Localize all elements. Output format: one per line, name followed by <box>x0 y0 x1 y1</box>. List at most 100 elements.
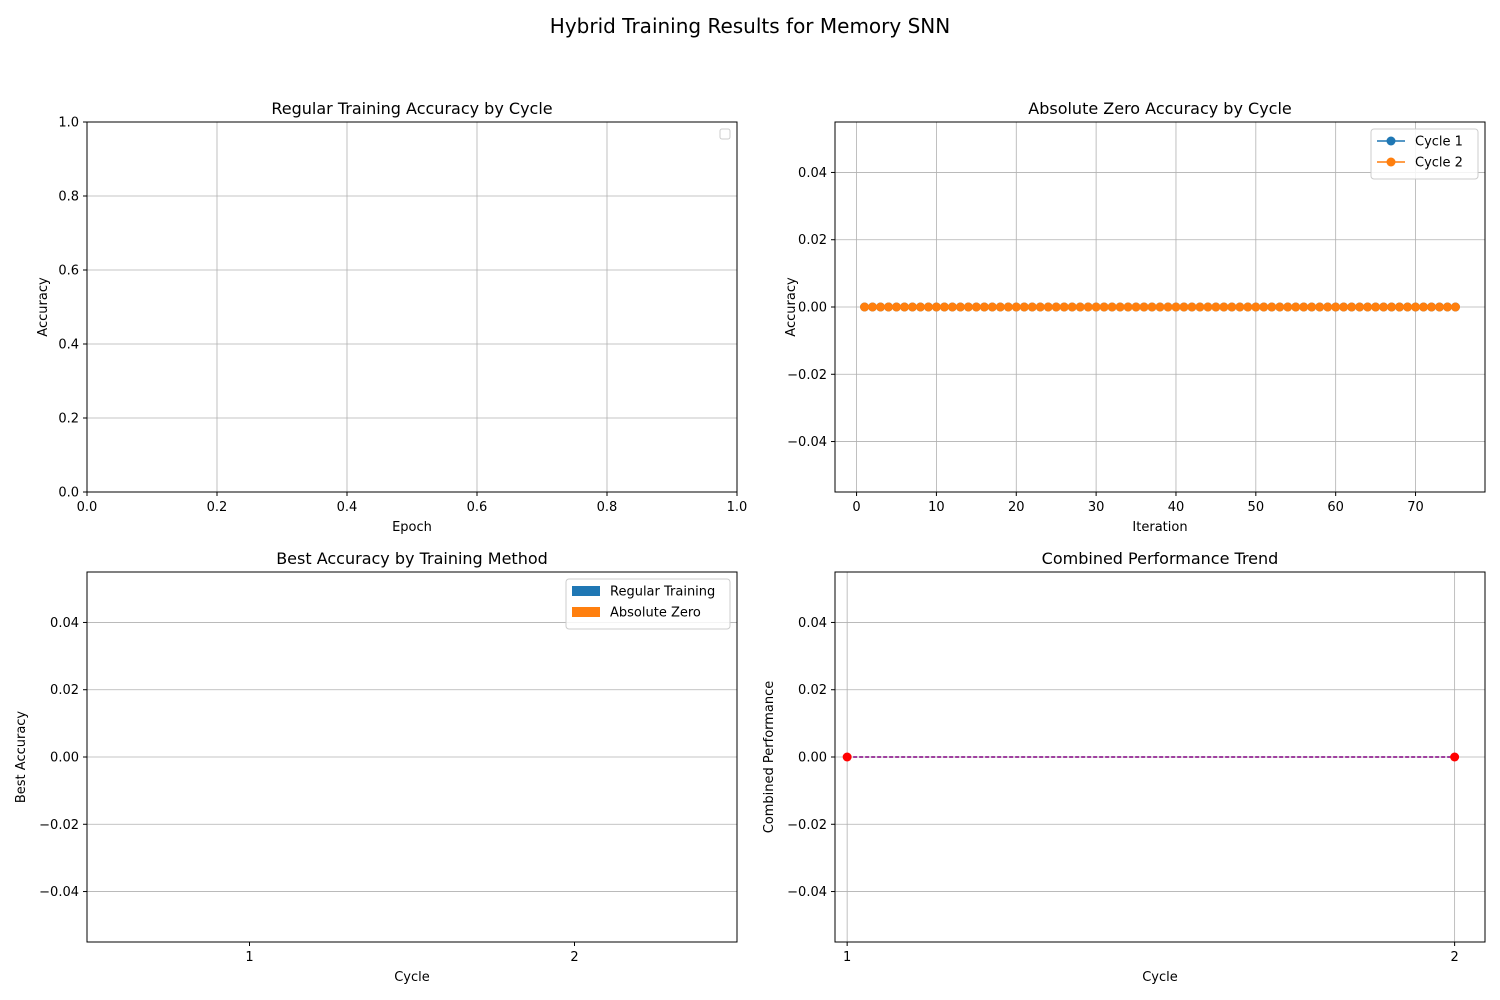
ax2-legend-swatch-marker <box>1386 157 1396 167</box>
ax1-y-tick-label: 0.8 <box>58 190 79 205</box>
ax3-legend-swatch <box>572 607 600 617</box>
ax1-legend-box <box>719 128 731 140</box>
ax2-series-point <box>971 302 981 312</box>
ax2-legend-label: Cycle 2 <box>1415 156 1463 171</box>
ax3-title: Best Accuracy by Training Method <box>276 549 548 568</box>
ax4-x-tick-label: 1 <box>843 950 851 965</box>
ax4-series-point <box>842 752 852 762</box>
ax2-series-point <box>1011 302 1021 312</box>
ax1-title: Regular Training Accuracy by Cycle <box>271 99 552 118</box>
ax2-x-tick-label: 50 <box>1248 500 1265 515</box>
ax1-x-tick-label: 1.0 <box>727 500 748 515</box>
ax2-y-tick-label: 0.02 <box>798 233 827 248</box>
ax2-legend-label: Cycle 1 <box>1415 135 1463 150</box>
ax1-y-axis-label: Accuracy <box>36 277 51 337</box>
ax1-y-tick-label: 0.0 <box>58 486 79 501</box>
ax3-y-tick-label: −0.04 <box>39 885 79 900</box>
ax1-axes-frame <box>86 121 738 493</box>
ax2-series-point <box>1035 302 1045 312</box>
ax2-x-tick-label: 60 <box>1327 500 1344 515</box>
ax2-series-point <box>1131 302 1141 312</box>
ax2-series-point <box>1099 302 1109 312</box>
ax3-x-tick-label: 1 <box>245 950 253 965</box>
ax2-y-tick-label: 0.00 <box>798 301 827 316</box>
ax2-series-point <box>1355 302 1365 312</box>
ax2-series-point <box>868 302 878 312</box>
ax2-series-point <box>995 302 1005 312</box>
ax2-series-point <box>1243 302 1253 312</box>
ax2-series-point <box>1291 302 1301 312</box>
ax2-series-point <box>979 302 989 312</box>
ax3-y-tick-label: 0.04 <box>50 616 79 631</box>
ax2-series-point <box>1123 302 1133 312</box>
ax4-y-tick-label: 0.02 <box>798 683 827 698</box>
ax2-series-point <box>1299 302 1309 312</box>
ax2-title: Absolute Zero Accuracy by Cycle <box>1028 99 1292 118</box>
ax2-series-point <box>1403 302 1413 312</box>
ax1-y-tick-label: 0.4 <box>58 338 79 353</box>
ax2-series-point <box>1227 302 1237 312</box>
ax2-x-tick-label: 0 <box>852 500 860 515</box>
ax2-series-point <box>1003 302 1013 312</box>
ax2-series-point <box>1411 302 1421 312</box>
ax2-series-point <box>947 302 957 312</box>
ax2-series-point <box>1171 302 1181 312</box>
ax2-y-tick-label: −0.04 <box>787 435 827 450</box>
ax2-series-point <box>1075 302 1085 312</box>
ax2-series-point <box>891 302 901 312</box>
ax2-series-point <box>1442 302 1452 312</box>
ax2-series-point <box>876 302 886 312</box>
ax2-series-point <box>1155 302 1165 312</box>
ax3-legend-box <box>565 578 731 630</box>
ax4-y-tick-label: −0.04 <box>787 885 827 900</box>
ax2-x-tick-label: 30 <box>1088 500 1105 515</box>
ax2-y-axis-label: Accuracy <box>784 277 799 337</box>
ax2-series-point <box>1371 302 1381 312</box>
ax2-y-tick-label: −0.02 <box>787 368 827 383</box>
ax2-series-point <box>987 302 997 312</box>
ax1-plot-area <box>87 122 737 492</box>
ax2-series-point <box>1267 302 1277 312</box>
ax2-series-point <box>1067 302 1077 312</box>
ax2-series-point <box>1019 302 1029 312</box>
ax4-title: Combined Performance Trend <box>1042 549 1279 568</box>
ax4-y-tick-label: −0.02 <box>787 818 827 833</box>
ax2-series-point <box>1395 302 1405 312</box>
ax4-series-point <box>1450 752 1460 762</box>
ax1-y-tick-label: 0.2 <box>58 412 79 427</box>
ax1-x-tick-label: 0.6 <box>467 500 488 515</box>
ax2-series-point <box>1203 302 1213 312</box>
ax2-series-point <box>1251 302 1261 312</box>
ax2-series-point <box>884 302 894 312</box>
ax2-series-point <box>1147 302 1157 312</box>
ax2-series-point <box>1315 302 1325 312</box>
ax2-series-point <box>1450 302 1460 312</box>
ax4-x-axis-label: Cycle <box>1142 970 1178 985</box>
ax2-series-point <box>1235 302 1245 312</box>
ax2-series-point <box>939 302 949 312</box>
ax2-x-tick-label: 10 <box>928 500 945 515</box>
ax2-series-point <box>1195 302 1205 312</box>
ax2-series-point <box>1027 302 1037 312</box>
ax2-series-point <box>1275 302 1285 312</box>
ax2-series-point <box>1363 302 1373 312</box>
ax2-series-point <box>931 302 941 312</box>
ax2-series-point <box>1059 302 1069 312</box>
ax3-legend-swatch <box>572 586 600 596</box>
ax2-series-point <box>1434 302 1444 312</box>
ax2-series-point <box>1211 302 1221 312</box>
ax3-legend-label: Regular Training <box>610 585 715 600</box>
ax4-y-tick-label: 0.00 <box>798 751 827 766</box>
ax2-series-point <box>1307 302 1317 312</box>
ax2-series-point <box>860 302 870 312</box>
ax2-series-point <box>1051 302 1061 312</box>
ax3-y-tick-label: 0.02 <box>50 683 79 698</box>
ax2-series-point <box>1379 302 1389 312</box>
ax2-series-point <box>899 302 909 312</box>
ax3-x-tick-label: 2 <box>570 950 578 965</box>
ax2-x-tick-label: 70 <box>1407 500 1424 515</box>
ax2-series-point <box>923 302 933 312</box>
ax2-series-point <box>963 302 973 312</box>
ax1-x-tick-label: 0.0 <box>77 500 98 515</box>
ax1-y-tick-label: 1.0 <box>58 116 79 131</box>
